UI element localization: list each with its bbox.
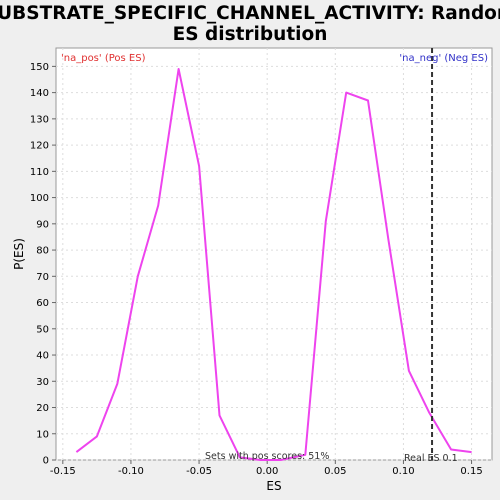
neg-es-label: 'na_neg' (Neg ES) xyxy=(399,53,488,64)
chart-title-line1: SUBSTRATE_SPECIFIC_CHANNEL_ACTIVITY: Ran… xyxy=(0,3,500,24)
x-tick-label: 0.00 xyxy=(256,466,278,477)
chart-title-line2: ES distribution xyxy=(173,24,328,45)
y-tick-label: 110 xyxy=(30,167,49,178)
es-distribution-line xyxy=(75,68,472,461)
y-tick-label: 120 xyxy=(30,141,49,152)
y-tick-label: 0 xyxy=(43,456,49,467)
y-tick-label: 20 xyxy=(36,403,49,414)
x-tick-label: -0.15 xyxy=(50,466,76,477)
grid xyxy=(56,48,492,461)
series-layer xyxy=(75,68,472,461)
real-es-annotation: Real ES 0.1 xyxy=(404,453,458,464)
axis-ticks: 0 10 20 30 40 50 60 70 80 90 100 110 120 130 140 150 -0.… xyxy=(30,62,483,477)
y-tick-label: 40 xyxy=(36,351,49,362)
plot-area xyxy=(55,47,493,461)
x-tick-label: 0.05 xyxy=(324,466,346,477)
y-tick-label: 80 xyxy=(36,246,49,257)
y-tick-label: 140 xyxy=(30,88,49,99)
x-axis-label: ES xyxy=(266,479,281,493)
y-tick-label: 60 xyxy=(36,298,49,309)
y-tick-label: 90 xyxy=(36,219,49,230)
pos-es-label: 'na_pos' (Pos ES) xyxy=(61,53,146,64)
pos-scores-annotation: Sets with pos scores: 51% xyxy=(205,451,329,462)
x-tick-label: 0.10 xyxy=(392,466,414,477)
y-tick-label: 130 xyxy=(30,114,49,125)
y-tick-label: 30 xyxy=(36,377,49,388)
y-tick-label: 150 xyxy=(30,62,49,73)
y-tick-label: 100 xyxy=(30,193,49,204)
x-tick-label: 0.15 xyxy=(460,466,482,477)
x-tick-label: -0.05 xyxy=(186,466,212,477)
y-tick-label: 70 xyxy=(36,272,49,283)
y-tick-label: 50 xyxy=(36,324,49,335)
y-axis-label: P(ES) xyxy=(12,238,26,270)
y-tick-label: 10 xyxy=(36,429,49,440)
x-tick-label: -0.10 xyxy=(118,466,144,477)
